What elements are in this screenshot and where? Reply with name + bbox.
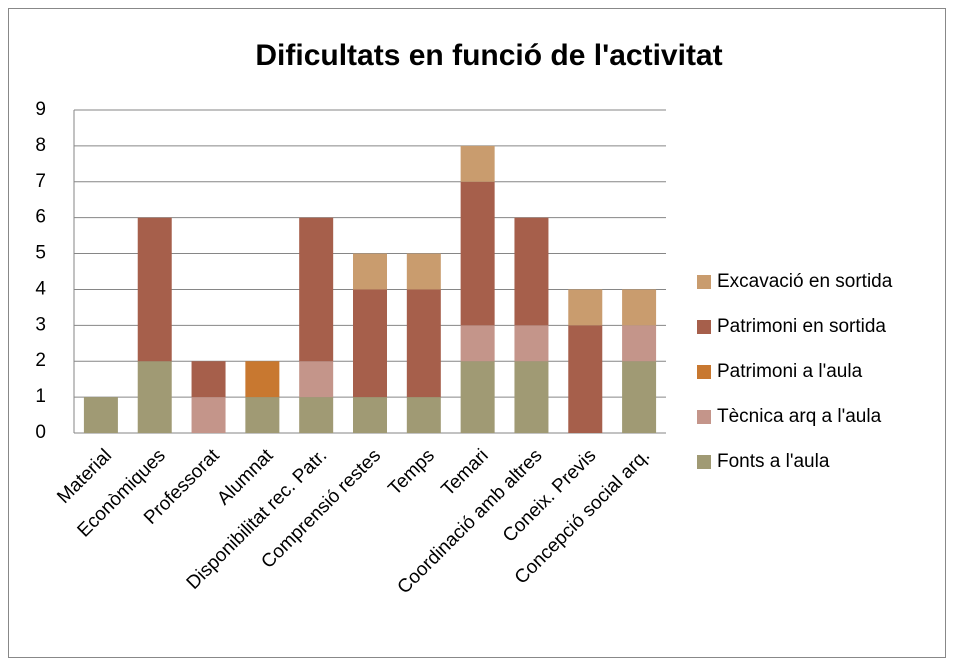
legend-label: Patrimoni a l'aula bbox=[717, 361, 863, 382]
legend-swatch bbox=[697, 365, 711, 379]
bar-segment bbox=[83, 397, 118, 433]
bar-segment bbox=[406, 253, 441, 290]
bar-segment bbox=[622, 325, 657, 362]
bar-segment bbox=[353, 289, 387, 398]
bar-segment bbox=[191, 361, 226, 398]
bar-segment bbox=[299, 217, 334, 362]
bar-segment bbox=[406, 397, 441, 433]
bar-segment bbox=[568, 289, 603, 326]
bar-segment bbox=[514, 325, 549, 362]
y-tick-label: 0 bbox=[35, 422, 46, 443]
bar-segment bbox=[568, 325, 603, 433]
bar-segment bbox=[299, 361, 334, 398]
bar-segment bbox=[460, 325, 495, 362]
legend-label: Tècnica arq a l'aula bbox=[717, 406, 882, 427]
bar-segment bbox=[137, 361, 172, 433]
bar-segment bbox=[622, 361, 657, 433]
y-tick-label: 7 bbox=[35, 171, 46, 192]
legend-label: Patrimoni en sortida bbox=[717, 316, 886, 337]
y-tick-label: 6 bbox=[35, 207, 46, 228]
y-tick-label: 3 bbox=[35, 314, 46, 335]
bar-segment bbox=[406, 289, 441, 398]
bar-segment bbox=[353, 253, 387, 290]
bar-segment bbox=[245, 397, 280, 433]
y-tick-label: 4 bbox=[35, 278, 46, 299]
bar-segment bbox=[299, 397, 334, 433]
y-tick-label: 8 bbox=[35, 135, 46, 156]
bar-segment bbox=[460, 181, 495, 326]
bar-segment bbox=[245, 361, 280, 398]
chart-title: Dificultats en funció de l'activitat bbox=[255, 39, 722, 72]
bar-segment bbox=[191, 397, 226, 433]
y-tick-label: 5 bbox=[35, 243, 46, 264]
legend-swatch bbox=[697, 455, 711, 469]
y-tick-label: 9 bbox=[35, 99, 46, 120]
bar-segment bbox=[514, 361, 549, 433]
legend-swatch bbox=[697, 410, 711, 424]
bar-segment bbox=[622, 289, 657, 326]
legend-label: Fonts a l'aula bbox=[717, 451, 830, 472]
y-tick-label: 2 bbox=[35, 350, 46, 371]
bar-segment bbox=[137, 217, 172, 362]
bar-segment bbox=[460, 145, 495, 182]
legend-swatch bbox=[697, 320, 711, 334]
bar-segment bbox=[353, 397, 387, 433]
bar-segment bbox=[514, 217, 549, 326]
bar-segment bbox=[460, 361, 495, 433]
legend-swatch bbox=[697, 275, 711, 289]
y-tick-label: 1 bbox=[35, 386, 46, 407]
legend-label: Excavació en sortida bbox=[717, 271, 893, 292]
